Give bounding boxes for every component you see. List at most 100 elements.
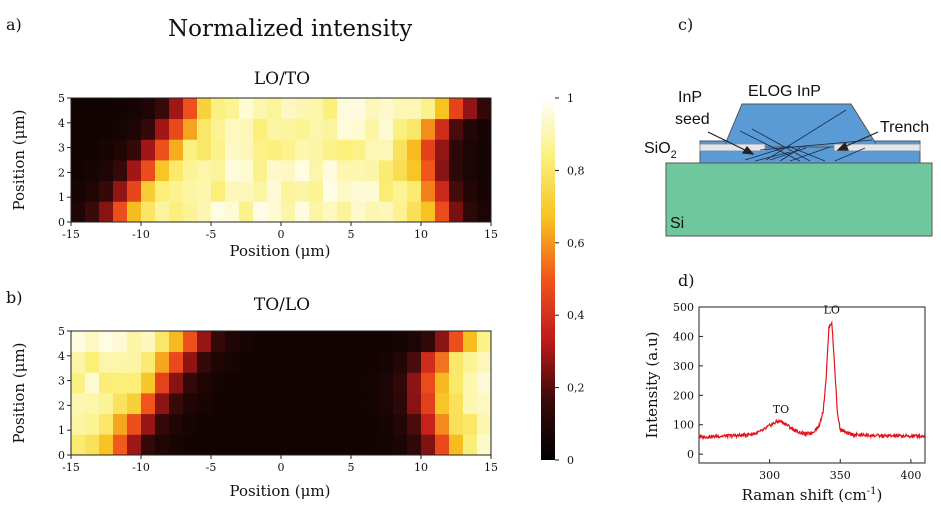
heatmap-cell [421, 160, 436, 182]
heatmap-cell [197, 413, 212, 435]
heatmap-cell [295, 180, 310, 202]
colorbar-ticks: 0 0,2 0,4 0,6 0,8 1 [555, 92, 585, 467]
y-tick-label: 3 [58, 142, 65, 155]
y-tick-label: 500 [673, 301, 694, 314]
heatmap-cell [253, 98, 268, 120]
heatmap-cell [365, 201, 380, 223]
heatmap-cell [113, 372, 128, 394]
heatmap-cell [421, 201, 436, 223]
heatmap-cell [379, 98, 394, 120]
heatmap-cell [309, 372, 324, 394]
heatmap-cell [211, 331, 226, 353]
heatmap-cell [239, 372, 254, 394]
heatmap-cell [281, 180, 296, 202]
heatmap-cell [239, 413, 254, 435]
heatmap-cell [127, 393, 142, 415]
heatmap-cell [435, 413, 450, 435]
heatmap-cell [477, 139, 492, 161]
heatmap-cell [169, 372, 184, 394]
x-tick-label: 5 [348, 228, 355, 241]
x-tick-label: 5 [348, 461, 355, 474]
heatmap-cell [197, 372, 212, 394]
sio2-label: SiO2 [644, 140, 677, 161]
heatmap-cell [435, 180, 450, 202]
heatmap-cell [85, 413, 100, 435]
heatmap-cell [85, 180, 100, 202]
heatmap-cell [99, 180, 114, 202]
heatmap-cell [449, 434, 464, 456]
heatmap-cell [253, 434, 268, 456]
heatmap-cell [253, 351, 268, 373]
heatmap-cell [253, 372, 268, 394]
heatmap-cell [351, 331, 366, 353]
heatmap-cell [449, 160, 464, 182]
heatmap-cell [183, 118, 198, 140]
heatmap-cell [113, 201, 128, 223]
heatmap-cell [351, 201, 366, 223]
heatmap-cell [141, 139, 156, 161]
x-tick-label: 10 [414, 461, 428, 474]
colorbar-tick-label: 0,4 [567, 309, 585, 322]
heatmap-cell [407, 118, 422, 140]
heatmap-cell [351, 351, 366, 373]
heatmap-cell [365, 351, 380, 373]
heatmap-cell [155, 98, 170, 120]
heatmap-cell [379, 139, 394, 161]
diagram-arrows [707, 131, 879, 155]
heatmap-cell [85, 434, 100, 456]
heatmap-cell [267, 139, 282, 161]
heatmap-cell [99, 372, 114, 394]
raman-series-line [698, 320, 926, 441]
heatmap-cell [421, 180, 436, 202]
heatmap-cell [463, 180, 478, 202]
heatmap-cell [183, 139, 198, 161]
heatmap-cell [225, 160, 240, 182]
heatmap-cell [323, 372, 338, 394]
heatmap-cell [239, 434, 254, 456]
heatmap-cell [225, 434, 240, 456]
sio2-mask-right [833, 143, 921, 152]
heatmap-cell [99, 201, 114, 223]
heatmap-cell [113, 180, 128, 202]
heatmap-cell [71, 331, 86, 353]
heatmap-cell [295, 160, 310, 182]
heatmap-cell [127, 434, 142, 456]
heatmap-cell [113, 434, 128, 456]
x-tick-label: -10 [132, 461, 150, 474]
heatmap-cell [169, 393, 184, 415]
heatmap-cell [449, 98, 464, 120]
heatmap-cell [225, 180, 240, 202]
heatmap-to-lo: TO/LO -15 -10 -5 0 5 10 15 0 1 2 3 4 5 Position (μm… [10, 295, 498, 500]
heatmap-cell [393, 160, 408, 182]
heatmap-cell [127, 118, 142, 140]
heatmap-cell [323, 118, 338, 140]
heatmap-cell [407, 160, 422, 182]
colorbar-tick-label: 0,8 [567, 164, 585, 177]
heatmap-cell [407, 413, 422, 435]
colorbar-tick-label: 0,6 [567, 237, 585, 250]
x-tick-label: 300 [759, 469, 780, 482]
defect-lines [739, 109, 873, 162]
heatmap-cell [267, 393, 282, 415]
heatmap-cell [183, 372, 198, 394]
heatmap-cell [211, 139, 226, 161]
heatmap-cell [253, 201, 268, 223]
heatmap-cell [281, 201, 296, 223]
heatmap-cell [113, 413, 128, 435]
heatmap-cell [393, 351, 408, 373]
colorbar-tick-label: 1 [567, 92, 574, 105]
heatmap-cell [197, 331, 212, 353]
heatmap-cell [127, 372, 142, 394]
heatmap-cell [393, 372, 408, 394]
heatmap-b-y-ticks: 0 1 2 3 4 5 [58, 325, 71, 462]
heatmap-a-ylabel: Position (μm) [10, 110, 28, 211]
heatmap-cell [281, 331, 296, 353]
heatmap-cell [155, 372, 170, 394]
si-substrate [665, 162, 933, 237]
y-tick-label: 0 [58, 449, 65, 462]
heatmap-b-cells [71, 331, 492, 456]
heatmap-cell [197, 393, 212, 415]
y-tick-label: 0 [687, 448, 694, 461]
heatmap-cell [85, 201, 100, 223]
sio2-mask-left [699, 143, 766, 152]
